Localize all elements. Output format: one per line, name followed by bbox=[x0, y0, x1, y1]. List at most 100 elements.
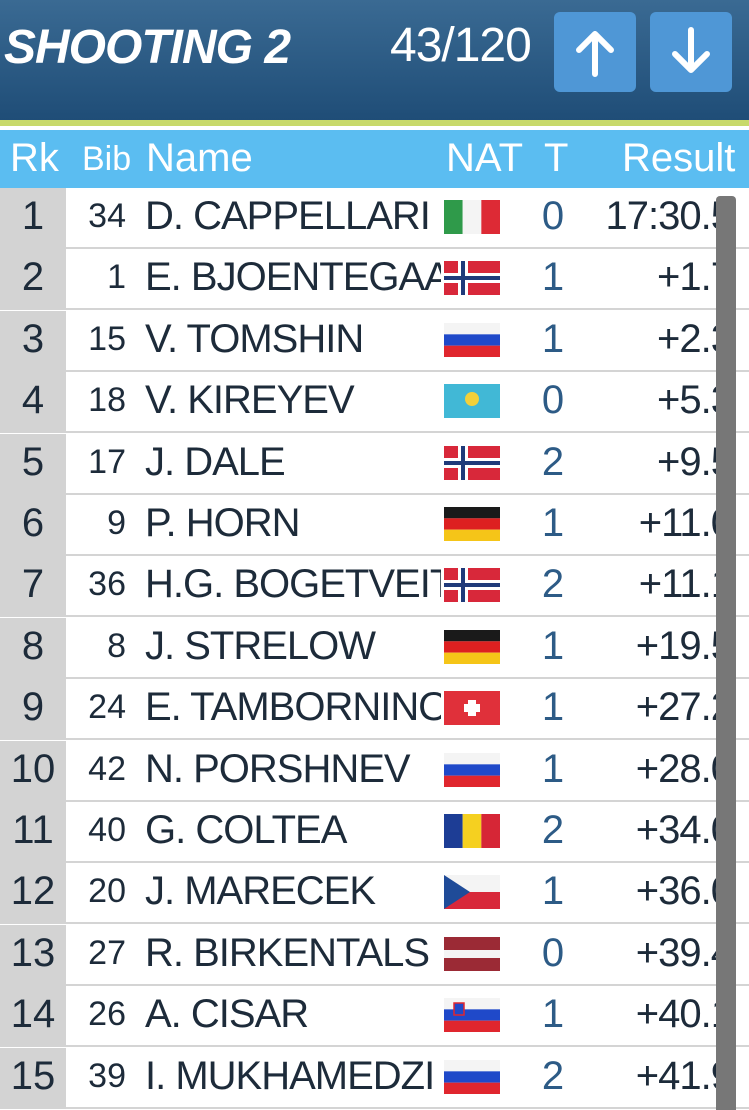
athlete-name: R. BIRKENTALS bbox=[145, 930, 430, 975]
flag-part bbox=[444, 775, 500, 787]
flag bbox=[444, 875, 500, 910]
result: +11.0 bbox=[638, 501, 733, 545]
flag-part bbox=[444, 334, 500, 346]
flag-part bbox=[453, 1002, 465, 1016]
column-header: Name bbox=[146, 136, 253, 180]
athlete-name: N. PORSHNEV bbox=[145, 746, 411, 791]
penalties: 1 bbox=[541, 869, 565, 914]
bib: 26 bbox=[88, 995, 126, 1034]
result: +5.3 bbox=[657, 378, 733, 423]
penalties: 0 bbox=[541, 930, 565, 975]
result: +27.2 bbox=[635, 685, 733, 730]
rank: 15 bbox=[0, 1047, 66, 1109]
rank: 1 bbox=[0, 188, 66, 249]
flag bbox=[444, 445, 500, 480]
athlete-name: A. CISAR bbox=[145, 992, 309, 1037]
penalties: 1 bbox=[541, 255, 565, 300]
penalties: 0 bbox=[541, 194, 565, 238]
rank: 14 bbox=[0, 986, 66, 1048]
rank: 9 bbox=[0, 679, 66, 741]
flag-part bbox=[444, 752, 500, 764]
table-row: 7 36 H.G. BOGETVEIT 2 +11.1 bbox=[0, 556, 749, 618]
down-button[interactable] bbox=[650, 12, 732, 92]
title: SHOOTING 2 bbox=[4, 21, 291, 74]
column-header: Rk bbox=[10, 136, 59, 180]
table-row: 6 9 P. HORN 1 +11.0 bbox=[0, 495, 749, 556]
flag-part bbox=[444, 345, 500, 357]
result: +40.1 bbox=[635, 992, 733, 1037]
flag bbox=[444, 998, 500, 1033]
bib: 9 bbox=[107, 504, 126, 542]
penalties: 1 bbox=[541, 316, 565, 361]
athlete-name: E. BJOENTEGAAR bbox=[145, 255, 441, 300]
bib: 18 bbox=[88, 381, 126, 420]
result: +34.0 bbox=[635, 808, 733, 852]
bib: 8 bbox=[107, 626, 126, 665]
rank: 3 bbox=[0, 310, 66, 372]
table-row: 3 15 V. TOMSHIN 1 +2.3 bbox=[0, 310, 749, 372]
bib: 17 bbox=[88, 442, 126, 481]
flag-part bbox=[444, 518, 500, 530]
result: +2.3 bbox=[657, 316, 733, 361]
flag-part bbox=[444, 629, 500, 642]
flag bbox=[444, 261, 500, 296]
column-header: Result bbox=[622, 136, 736, 180]
table-row: 12 20 J. MARECEK 1 +36.0 bbox=[0, 863, 749, 925]
rank: 11 bbox=[0, 802, 66, 863]
flag-part bbox=[444, 814, 463, 848]
rank: 12 bbox=[0, 863, 66, 925]
table-row: 15 39 I. MUKHAMEDZI 2 +41.9 bbox=[0, 1047, 749, 1109]
rank: 8 bbox=[0, 617, 66, 679]
flag bbox=[444, 384, 500, 419]
rank: 10 bbox=[0, 740, 66, 802]
athlete-name: V. TOMSHIN bbox=[145, 316, 364, 361]
bib: 1 bbox=[107, 258, 126, 297]
bib: 39 bbox=[88, 1056, 126, 1095]
divider bbox=[0, 120, 749, 126]
flag-part bbox=[464, 704, 480, 713]
flag-part bbox=[444, 652, 500, 664]
result: +28.0 bbox=[635, 746, 733, 791]
bib: 24 bbox=[88, 688, 126, 727]
table-row: 8 8 J. STRELOW 1 +19.5 bbox=[0, 617, 749, 679]
bib: 40 bbox=[88, 811, 126, 849]
flag-part bbox=[444, 641, 500, 653]
athlete-name: H.G. BOGETVEIT bbox=[145, 562, 441, 607]
result: +19.5 bbox=[635, 623, 733, 668]
bib: 15 bbox=[88, 319, 126, 358]
result: +11.1 bbox=[638, 562, 733, 607]
flag-part bbox=[481, 814, 500, 848]
flag-part bbox=[444, 1059, 500, 1071]
up-button[interactable] bbox=[554, 12, 636, 92]
column-header: Bib bbox=[82, 140, 132, 178]
flag-part bbox=[444, 949, 500, 958]
athlete-name: E. TAMBORNINO bbox=[145, 685, 441, 730]
table-row: 13 27 R. BIRKENTALS 0 +39.4 bbox=[0, 924, 749, 986]
rank: 5 bbox=[0, 433, 66, 495]
flag-part bbox=[444, 529, 500, 541]
penalties: 2 bbox=[541, 808, 565, 852]
flag-part bbox=[444, 460, 500, 465]
result: 17:30.5 bbox=[605, 194, 733, 238]
table-row: 14 26 A. CISAR 1 +40.1 bbox=[0, 986, 749, 1048]
flag bbox=[444, 629, 500, 664]
flag-part bbox=[462, 814, 482, 848]
column-header: T bbox=[544, 136, 569, 180]
athlete-name: J. MARECEK bbox=[145, 869, 376, 914]
penalties: 1 bbox=[541, 685, 565, 730]
flag-part bbox=[444, 276, 500, 281]
rank: 7 bbox=[0, 556, 66, 618]
result: +36.0 bbox=[635, 869, 733, 914]
flag-part bbox=[444, 1070, 500, 1083]
flag bbox=[444, 691, 500, 726]
athlete-name: J. DALE bbox=[145, 439, 286, 484]
column-header: NAT bbox=[446, 136, 524, 180]
up-arrow bbox=[576, 31, 614, 77]
flag-part bbox=[444, 998, 500, 1010]
flag-part bbox=[444, 763, 500, 776]
athlete-name: G. COLTEA bbox=[145, 808, 347, 852]
result: +39.4 bbox=[635, 930, 733, 975]
bib: 27 bbox=[88, 933, 126, 972]
header: SHOOTING 2 43/120 bbox=[0, 0, 749, 120]
rank: 4 bbox=[0, 372, 66, 434]
